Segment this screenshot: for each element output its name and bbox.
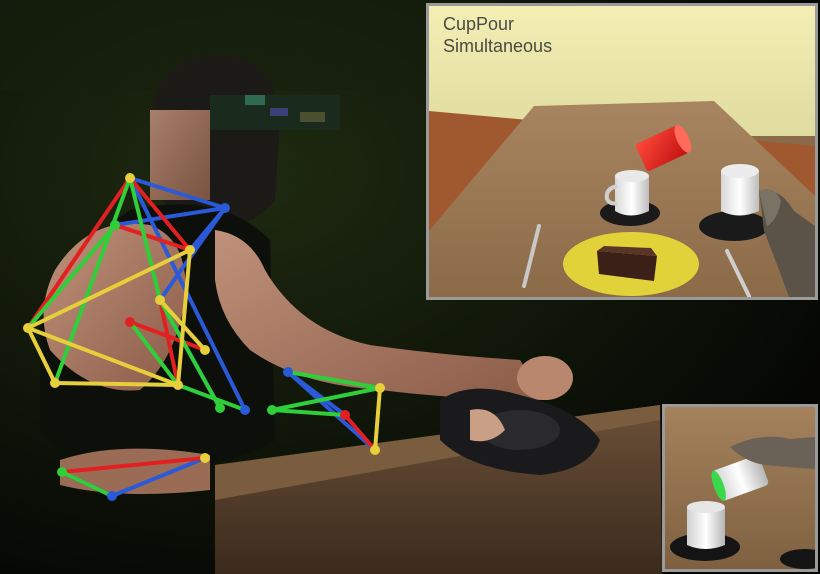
joint-dot [200,453,210,463]
joint-dot [125,317,135,327]
person-head [150,55,340,228]
vr-controllers [440,388,600,475]
joint-dot [283,367,293,377]
cake-top [597,246,657,256]
white-mug [687,501,725,549]
coaster [780,549,815,569]
knife [725,249,751,297]
virtual-scene-inset: CupPour Simultaneous [426,3,818,300]
joint-dot [107,491,117,501]
joint-dot [375,383,385,393]
task-label: CupPour [443,14,515,34]
cake-slice [597,251,657,281]
coaster [699,211,769,241]
pose-joints [23,173,385,501]
person-arm [215,230,545,400]
white-mug [604,170,649,216]
joint-dot [57,467,67,477]
joint-dot [200,345,210,355]
virtual-hand-fingers [759,188,781,226]
joint-dot [185,245,195,255]
joint-dot [370,445,380,455]
joint-dot [23,323,33,333]
red-virtual-cup [635,125,692,171]
joint-dot [173,380,183,390]
joint-dot [340,410,350,420]
mode-label: Simultaneous [443,36,553,56]
white-mug [721,164,759,216]
joint-dot [215,403,225,413]
pour-closeup-inset [662,404,818,572]
joint-dot [267,405,277,415]
pose-skeleton-overlay [26,176,382,498]
virtual-hand [730,436,815,469]
joint-dot [50,378,60,388]
joint-dot [125,173,135,183]
joint-dot [155,295,165,305]
fork [522,224,541,288]
pouring-mug [711,455,769,501]
pour-closeup-render [665,407,815,569]
joint-dot [220,203,230,213]
virtual-scene-render [429,6,815,297]
person-fist [517,356,573,400]
joint-dot [110,220,120,230]
joint-dot [240,405,250,415]
